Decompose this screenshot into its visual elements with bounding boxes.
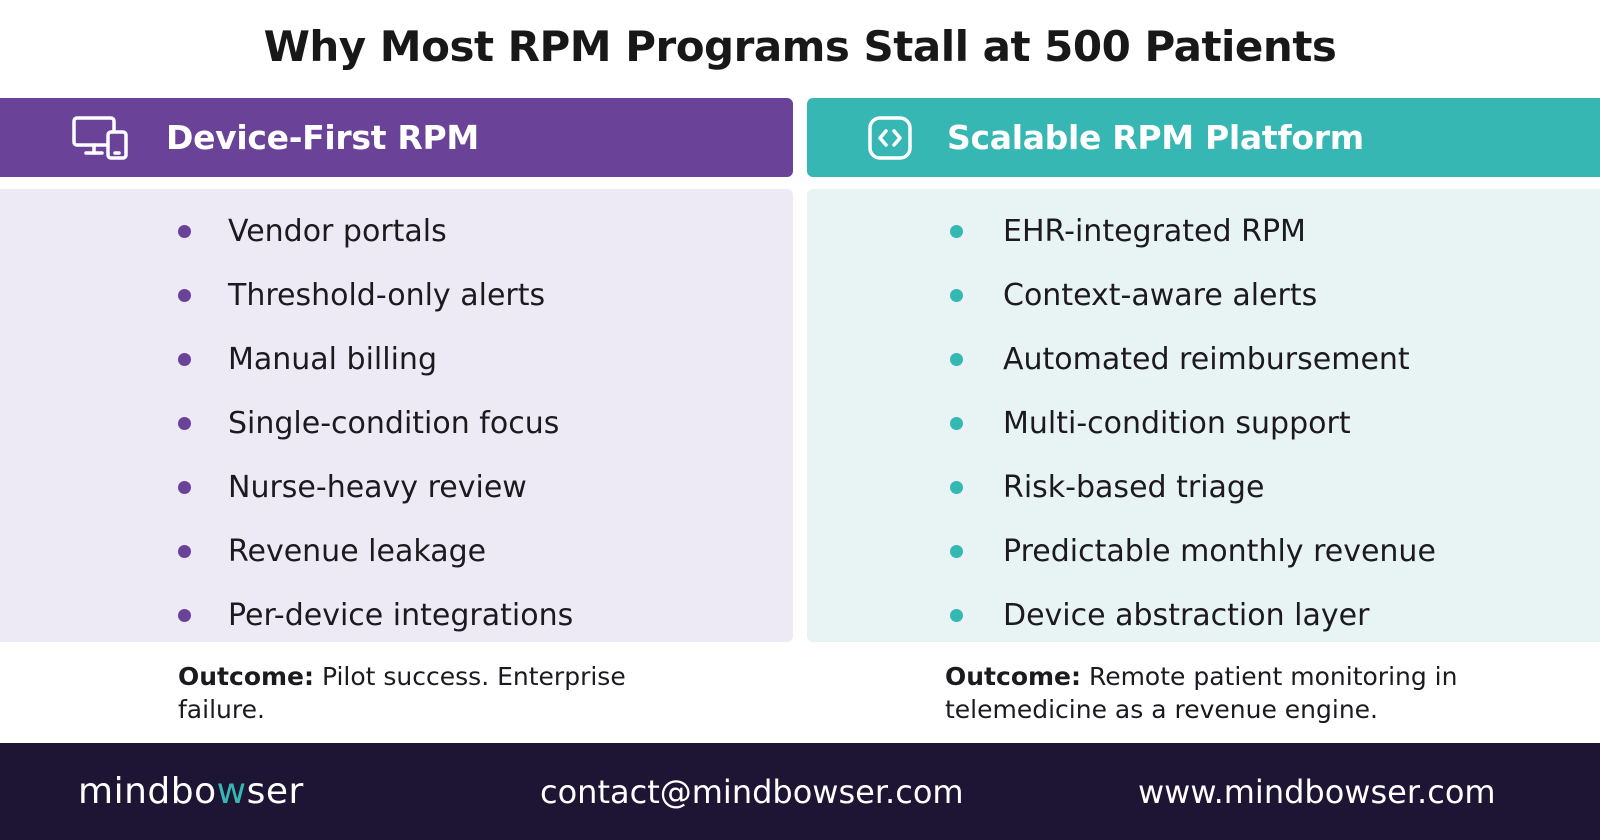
list-item: Threshold-only alerts xyxy=(0,263,793,327)
list-item-label: Single-condition focus xyxy=(228,405,560,441)
device-first-outcome: Outcome: Pilot success. Enterprise failu… xyxy=(178,660,678,726)
outcome-label: Outcome: xyxy=(945,662,1081,691)
device-first-title: Device-First RPM xyxy=(166,118,479,157)
logo-text-start: mindbo xyxy=(78,771,217,812)
bullet-icon xyxy=(950,544,963,558)
list-item-label: Risk-based triage xyxy=(1003,469,1265,505)
footer-bar: mindbowser contact@mindbowser.com www.mi… xyxy=(0,743,1600,840)
list-item: Single-condition focus xyxy=(0,391,793,455)
list-item: Manual billing xyxy=(0,327,793,391)
list-item: Vendor portals xyxy=(0,199,793,263)
list-item: Context-aware alerts xyxy=(807,263,1600,327)
device-first-list: Vendor portals Threshold-only alerts Manua… xyxy=(0,199,793,647)
mindbowser-logo: mindbowser xyxy=(78,771,304,812)
list-item-label: EHR-integrated RPM xyxy=(1003,213,1306,249)
list-item: Multi-condition support xyxy=(807,391,1600,455)
list-item: Automated reimbursement xyxy=(807,327,1600,391)
list-item: Predictable monthly revenue xyxy=(807,519,1600,583)
list-item-label: Revenue leakage xyxy=(228,533,487,569)
code-brackets-icon xyxy=(867,113,917,163)
bullet-icon xyxy=(178,416,191,430)
outcome-text: Remote patient monitoring in telemedicin… xyxy=(945,662,1458,724)
list-item-label: Per-device integrations xyxy=(228,597,574,633)
list-item: Revenue leakage xyxy=(0,519,793,583)
bullet-icon xyxy=(178,608,191,622)
list-item-label: Manual billing xyxy=(228,341,437,377)
bullet-icon xyxy=(950,224,963,238)
bullet-icon xyxy=(950,352,963,366)
contact-email-link[interactable]: contact@mindbowser.com xyxy=(540,773,964,811)
bullet-icon xyxy=(178,224,191,238)
bullet-icon xyxy=(178,480,191,494)
scalable-platform-list: EHR-integrated RPM Context-aware alerts Au… xyxy=(807,199,1600,647)
list-item-label: Vendor portals xyxy=(228,213,447,249)
bullet-icon xyxy=(178,288,191,302)
bullet-icon xyxy=(950,288,963,302)
page-title: Why Most RPM Programs Stall at 500 Patie… xyxy=(263,22,1337,71)
devices-icon xyxy=(72,113,132,163)
list-item: Nurse-heavy review xyxy=(0,455,793,519)
bullet-icon xyxy=(950,480,963,494)
scalable-platform-column: Scalable RPM Platform EHR-integrated RPM… xyxy=(807,98,1600,642)
logo-text-end: ser xyxy=(246,771,304,812)
list-item-label: Threshold-only alerts xyxy=(228,277,546,313)
list-item-label: Context-aware alerts xyxy=(1003,277,1318,313)
list-item-label: Nurse-heavy review xyxy=(228,469,527,505)
list-item-label: Multi-condition support xyxy=(1003,405,1351,441)
list-item: Device abstraction layer xyxy=(807,583,1600,647)
list-item-label: Automated reimbursement xyxy=(1003,341,1410,377)
outcome-label: Outcome: xyxy=(178,662,314,691)
outcome-text: Pilot success. Enterprise failure. xyxy=(178,662,626,724)
device-first-column: Device-First RPM Vendor portals Threshold… xyxy=(0,98,793,642)
list-item-label: Predictable monthly revenue xyxy=(1003,533,1436,569)
bullet-icon xyxy=(950,416,963,430)
scalable-platform-header: Scalable RPM Platform xyxy=(807,98,1600,177)
list-item-label: Device abstraction layer xyxy=(1003,597,1370,633)
website-link[interactable]: www.mindbowser.com xyxy=(1138,773,1496,811)
scalable-platform-outcome: Outcome: Remote patient monitoring in te… xyxy=(945,660,1525,726)
bullet-icon xyxy=(178,544,191,558)
scalable-platform-list-panel: EHR-integrated RPM Context-aware alerts Au… xyxy=(807,189,1600,642)
logo-text-accent: w xyxy=(216,771,247,812)
list-item: EHR-integrated RPM xyxy=(807,199,1600,263)
list-item: Risk-based triage xyxy=(807,455,1600,519)
device-first-header: Device-First RPM xyxy=(0,98,793,177)
list-item: Per-device integrations xyxy=(0,583,793,647)
bullet-icon xyxy=(178,352,191,366)
scalable-platform-title: Scalable RPM Platform xyxy=(947,118,1364,157)
bullet-icon xyxy=(950,608,963,622)
device-first-list-panel: Vendor portals Threshold-only alerts Manua… xyxy=(0,189,793,642)
